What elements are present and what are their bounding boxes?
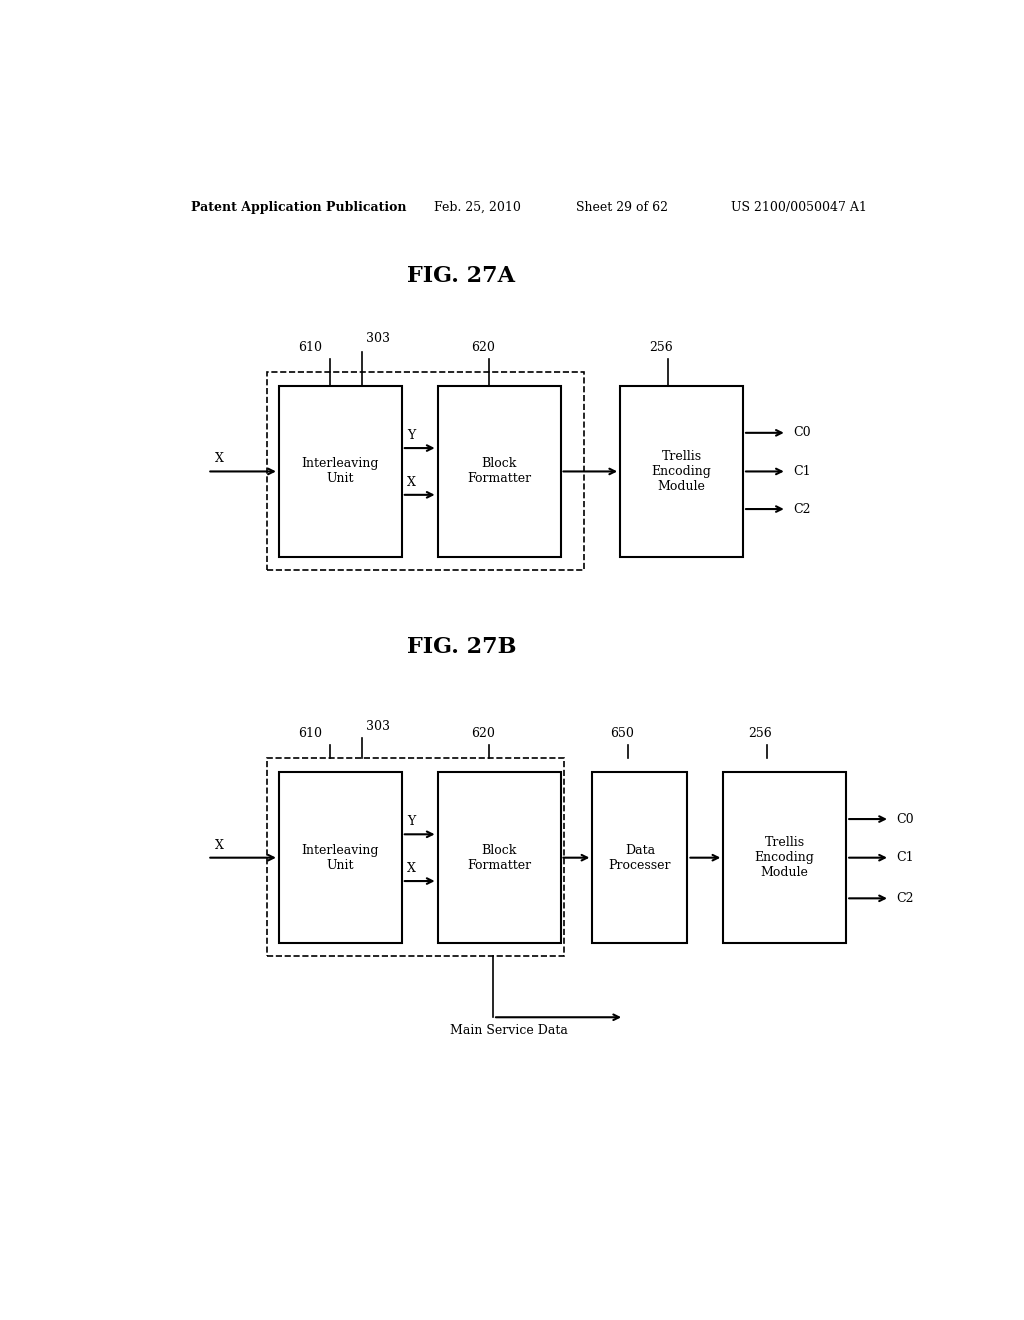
Text: 650: 650 [609, 727, 634, 739]
Text: FIG. 27A: FIG. 27A [408, 265, 515, 288]
Text: C0: C0 [793, 426, 811, 440]
Text: 620: 620 [472, 727, 496, 739]
Text: Main Service Data: Main Service Data [450, 1024, 568, 1038]
Bar [279, 385, 401, 557]
Text: C2: C2 [896, 892, 913, 904]
Text: 303: 303 [367, 333, 390, 346]
Text: X: X [215, 838, 223, 851]
Text: Patent Application Publication: Patent Application Publication [191, 201, 407, 214]
Text: Block
Formatter: Block Formatter [467, 843, 531, 871]
Text: Block
Formatter: Block Formatter [467, 458, 531, 486]
Text: Data
Processer: Data Processer [608, 843, 671, 871]
Bar [723, 772, 846, 942]
Text: C1: C1 [896, 851, 913, 865]
Bar [279, 772, 401, 942]
Text: Interleaving
Unit: Interleaving Unit [301, 843, 379, 871]
Text: FIG. 27B: FIG. 27B [407, 636, 516, 659]
Bar [267, 372, 585, 570]
Text: Feb. 25, 2010: Feb. 25, 2010 [433, 201, 520, 214]
Text: X: X [215, 453, 223, 466]
Text: C2: C2 [793, 503, 811, 516]
Bar [592, 772, 687, 942]
Text: 620: 620 [472, 341, 496, 354]
Text: Trellis
Encoding
Module: Trellis Encoding Module [651, 450, 712, 492]
Text: 303: 303 [367, 719, 390, 733]
Text: Y: Y [408, 429, 416, 442]
Text: 256: 256 [749, 727, 772, 739]
Bar [437, 385, 560, 557]
Text: X: X [408, 475, 416, 488]
Text: Trellis
Encoding
Module: Trellis Encoding Module [755, 836, 815, 879]
Text: C1: C1 [793, 465, 811, 478]
Bar [267, 758, 564, 956]
Text: Interleaving
Unit: Interleaving Unit [301, 458, 379, 486]
Bar [437, 772, 560, 942]
Text: C0: C0 [896, 813, 913, 825]
Text: Sheet 29 of 62: Sheet 29 of 62 [577, 201, 669, 214]
Bar [620, 385, 743, 557]
Text: X: X [408, 862, 416, 875]
Text: 610: 610 [298, 341, 323, 354]
Text: Y: Y [408, 816, 416, 828]
Text: 256: 256 [649, 341, 673, 354]
Text: 610: 610 [298, 727, 323, 739]
Text: US 2100/0050047 A1: US 2100/0050047 A1 [731, 201, 867, 214]
